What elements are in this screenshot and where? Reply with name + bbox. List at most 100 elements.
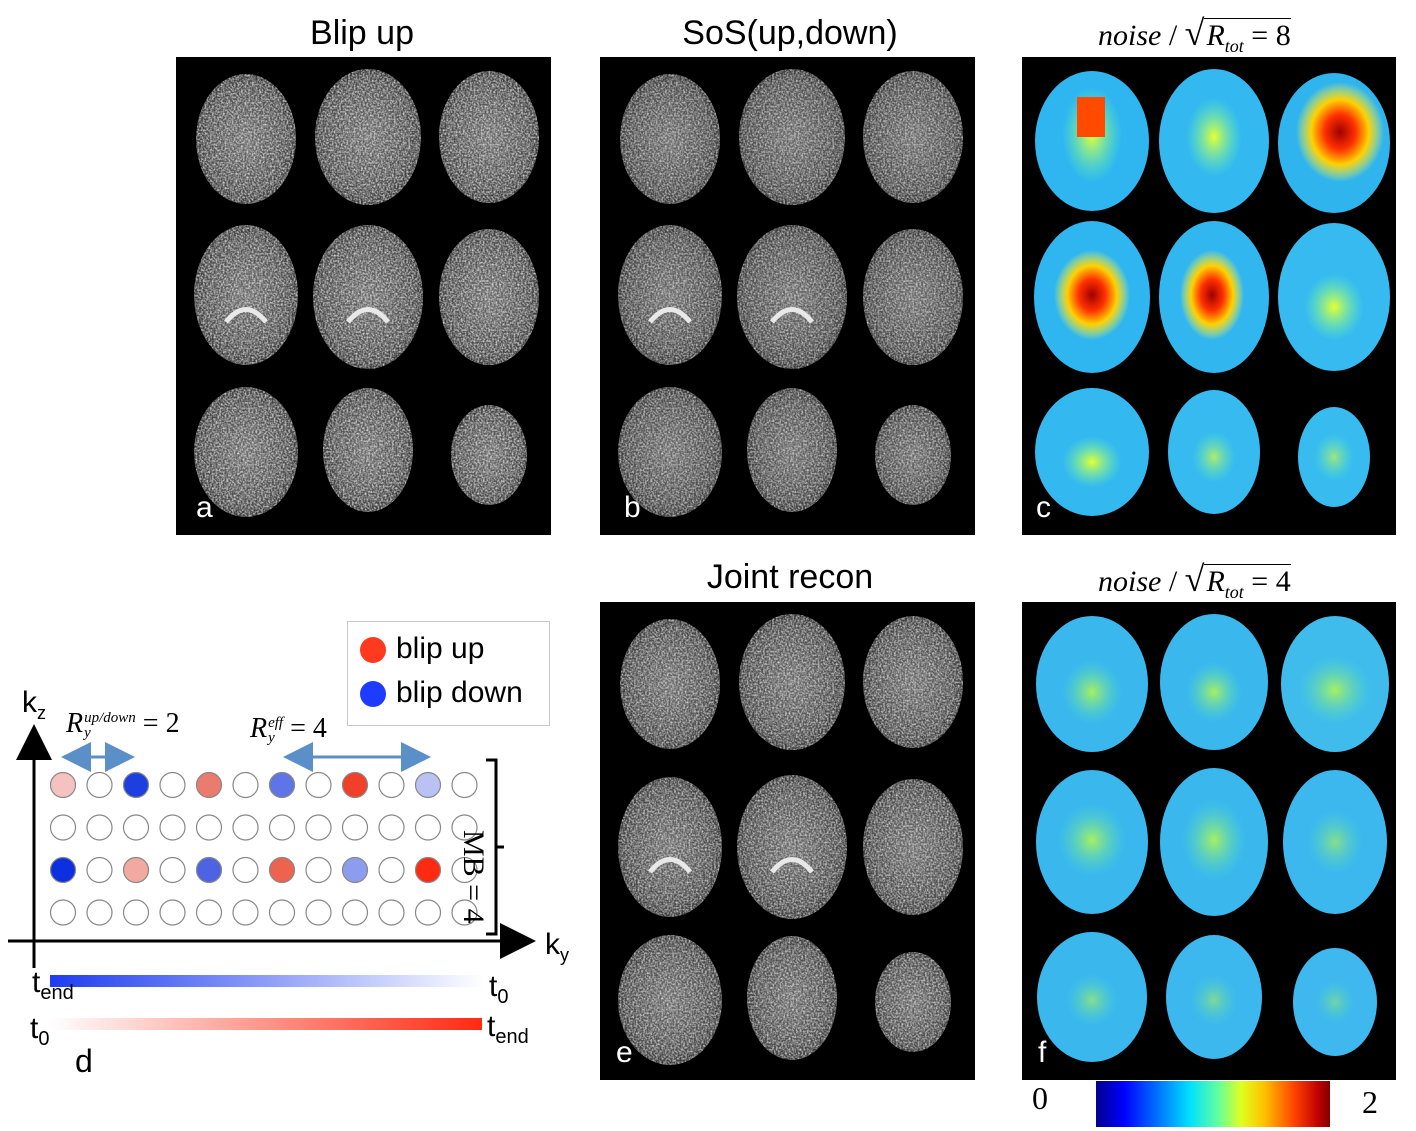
kspace-axes-svg	[8, 724, 536, 1030]
kspace-sample-dot	[49, 899, 77, 926]
sqrt-sign: √	[1184, 13, 1205, 53]
kspace-sample-dot	[268, 899, 296, 926]
panel-f-noise-map-r4: f	[1022, 602, 1396, 1080]
brain-row-2	[194, 225, 539, 369]
colorbar-max-label: 2	[1362, 1084, 1378, 1120]
ry-eff-rhs: = 4	[290, 713, 327, 744]
kspace-sample-dot	[378, 899, 405, 926]
kspace-sample-dot	[341, 856, 369, 884]
kspace-sample-dot	[305, 856, 332, 884]
noise-row-1	[1036, 614, 1389, 752]
mb-label: MB = 4	[457, 830, 490, 924]
kspace-sample-dot	[49, 856, 77, 884]
kspace-sample-dot	[195, 771, 223, 799]
colorbar-min-label: 0	[1032, 1080, 1048, 1116]
kspace-sample-dot	[159, 856, 186, 884]
blip-up-dot-icon	[360, 637, 386, 663]
formula-f-rhs: = 4	[1243, 565, 1291, 598]
kspace-sample-dot	[268, 856, 296, 884]
formula-c-slash: /	[1161, 19, 1185, 52]
kspace-sample-dot	[195, 856, 223, 884]
kspace-sample-dot	[232, 856, 259, 884]
kspace-sample-dot	[159, 899, 186, 926]
noise-map-grid	[1034, 69, 1390, 516]
brain-row-3	[618, 387, 951, 517]
formula-f-noise: noise	[1098, 565, 1162, 598]
ry-updown-rhs: = 2	[142, 708, 180, 739]
brain-row-1	[620, 69, 963, 205]
ky-letter: k	[545, 928, 560, 961]
kspace-sample-dot	[341, 814, 369, 841]
brain-slices-grid	[618, 614, 963, 1065]
kspace-sample-dot	[86, 856, 113, 884]
kspace-sample-dot	[414, 856, 442, 884]
kspace-sample-dot	[451, 814, 478, 841]
kspace-sample-dot	[159, 814, 186, 841]
legend: blip up blip down	[347, 621, 550, 726]
panel-a-blip-up: a	[176, 57, 551, 535]
kspace-sample-dot	[378, 856, 405, 884]
panel-b-sos: b	[600, 57, 975, 535]
formula-noise-rtot-8: noise / √Rtot = 8	[1098, 12, 1291, 57]
noise-row-2	[1034, 221, 1390, 373]
colorbar	[1096, 1081, 1330, 1127]
kspace-sample-dot	[122, 771, 150, 799]
brain-row-1	[620, 614, 963, 750]
noise-row-3	[1035, 388, 1370, 516]
kspace-sample-dot	[122, 856, 150, 884]
kspace-sample-dot	[305, 814, 332, 841]
kspace-sample-grid	[49, 771, 478, 926]
kz-sub: z	[37, 703, 46, 723]
kspace-sample-dot	[341, 899, 369, 926]
title-sos: SoS(up,down)	[682, 14, 898, 52]
formula-c-radicand: Rtot = 8	[1204, 18, 1291, 56]
panel-label-e: e	[616, 1036, 633, 1069]
kspace-sample-dot	[195, 814, 223, 841]
formula-f-sub: tot	[1224, 582, 1244, 602]
formula-f-R: R	[1206, 565, 1225, 598]
legend-blip-up-label: blip up	[396, 632, 485, 665]
panel-c-noise-map-r8: c	[1022, 57, 1396, 535]
t-end-bottom-letter: t	[487, 1010, 496, 1043]
formula-noise-rtot-4: noise / √Rtot = 4	[1098, 558, 1291, 603]
kspace-sample-dot	[232, 771, 259, 799]
t0-top-sub: 0	[497, 986, 509, 1008]
t-end-top-letter: t	[32, 966, 41, 999]
kspace-sample-dot	[159, 771, 186, 799]
t-end-bottom-label: tend	[487, 1010, 529, 1049]
panel-label-b: b	[624, 491, 641, 524]
ry-updown-sub: y	[84, 724, 91, 741]
brain-slices-grid	[618, 69, 963, 517]
title-joint-recon: Joint recon	[706, 558, 874, 596]
brain-row-3	[618, 935, 951, 1065]
kspace-sample-dot	[86, 814, 113, 841]
kspace-sample-dot	[414, 814, 442, 841]
kspace-sample-dot	[378, 771, 405, 799]
ry-eff-indices: eff y	[268, 715, 283, 746]
ry-updown-indices: up/down y	[84, 710, 136, 741]
kspace-sample-dot	[232, 814, 259, 841]
kspace-sample-dot	[122, 899, 150, 926]
kz-letter: k	[22, 686, 37, 719]
kspace-sample-dot	[268, 771, 296, 799]
ry-eff-R: R	[250, 713, 268, 744]
blip-down-dot-icon	[360, 681, 386, 707]
t-end-top-sub: end	[40, 982, 74, 1004]
ry-eff-sub: y	[268, 729, 275, 746]
noise-row-3	[1037, 932, 1377, 1062]
kspace-sample-dot	[86, 899, 113, 926]
ry-updown-R: R	[66, 708, 84, 739]
mb-brace	[486, 758, 504, 936]
formula-f-radicand: Rtot = 4	[1204, 564, 1291, 602]
brain-row-3	[194, 387, 527, 517]
noise-map-grid	[1036, 614, 1389, 1062]
kspace-sample-dot	[414, 771, 442, 799]
kspace-sample-dot	[86, 771, 113, 799]
blip-up-time-bar	[50, 1018, 482, 1030]
kspace-sample-dot	[378, 814, 405, 841]
t0-bottom-label: t0	[30, 1012, 49, 1051]
kspace-sample-dot	[414, 899, 442, 926]
ky-label: ky	[545, 928, 569, 966]
